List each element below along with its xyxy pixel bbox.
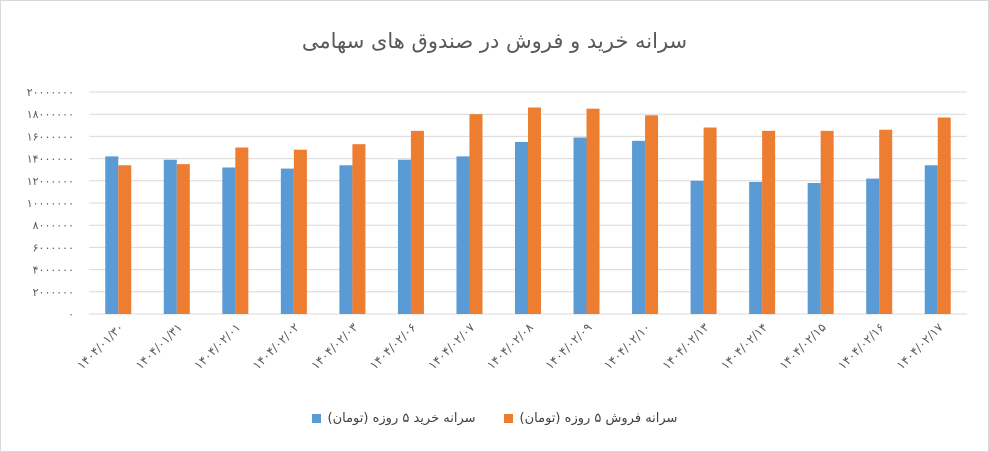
x-tick-label: ۱۴۰۴/۰۲/۱۴ — [718, 320, 770, 372]
x-tick-label: ۱۴۰۴/۰۲/۰۲ — [250, 320, 302, 372]
bar-sell — [410, 130, 424, 314]
bar-buy — [515, 141, 528, 314]
bar-buy — [924, 165, 938, 314]
legend-label-sell: سرانه فروش ۵ روزه (تومان) — [519, 411, 678, 426]
x-tick-label: ۱۴۰۴/۰۲/۰۱ — [191, 320, 243, 372]
y-tick-label: ۲۰۰۰۰۰۰ — [33, 286, 74, 299]
x-tick-label: ۱۴۰۴/۰۲/۰۸ — [484, 320, 536, 372]
legend-item-buy: سرانه خرید ۵ روزه (تومان) — [311, 411, 476, 426]
bar-sell — [937, 117, 951, 314]
bar-buy — [807, 183, 821, 314]
x-tick-label: ۱۴۰۴/۰۲/۱۵ — [777, 320, 829, 372]
bar-buy — [339, 165, 353, 314]
y-tick-label: ۱۲۰۰۰۰۰۰ — [27, 175, 74, 188]
x-tick-label: ۱۴۰۴/۰۲/۱۳ — [660, 320, 712, 372]
x-tick-label: ۱۴۰۴/۰۲/۰۷ — [426, 320, 478, 372]
bar-buy — [105, 156, 119, 314]
x-tick-label: ۱۴۰۴/۰۲/۰۶ — [367, 320, 419, 372]
bar-buy — [632, 140, 646, 314]
bar-sell — [118, 165, 132, 314]
bar-sell — [645, 115, 659, 314]
y-tick-label: ۱۶۰۰۰۰۰۰ — [27, 130, 74, 143]
bar-buy — [397, 159, 411, 314]
bar-sell — [235, 147, 249, 314]
bar-buy — [690, 180, 704, 314]
y-tick-label: ۸۰۰۰۰۰۰ — [33, 219, 74, 232]
legend-item-sell: سرانه فروش ۵ روزه (تومان) — [503, 411, 678, 426]
legend-label-buy: سرانه خرید ۵ روزه (تومان) — [327, 411, 476, 426]
bar-buy — [866, 178, 880, 314]
bar-buy — [163, 159, 177, 314]
legend-swatch-sell — [503, 414, 513, 423]
x-tick-label: ۱۴۰۴/۰۲/۱۰ — [601, 320, 653, 372]
y-tick-label: ۲۰۰۰۰۰۰۰ — [27, 86, 74, 99]
y-tick-label: ۴۰۰۰۰۰۰ — [33, 264, 74, 277]
bar-sell — [703, 127, 717, 315]
bar-sell — [762, 130, 776, 314]
bar-sell — [528, 107, 541, 314]
bar-sell — [293, 149, 307, 314]
y-tick-label: ۱۰۰۰۰۰۰۰ — [27, 197, 74, 210]
x-tick-label: ۱۴۰۴/۰۲/۰۳ — [308, 320, 360, 372]
bar-buy — [222, 167, 236, 314]
bar-buy — [749, 181, 763, 314]
chart-title: سرانه خرید و فروش در صندوق های سهامی — [301, 29, 688, 53]
bar-sell — [879, 129, 893, 314]
x-tick-label: ۱۴۰۴/۰۲/۰۹ — [543, 320, 595, 372]
bar-sell — [586, 108, 600, 315]
legend-swatch-buy — [311, 414, 321, 423]
x-tick-label: ۱۴۰۴/۰۲/۱۶ — [835, 320, 887, 372]
legend: سرانه خرید ۵ روزه (تومان) سرانه فروش ۵ ر… — [1, 411, 988, 426]
bar-buy — [280, 168, 294, 314]
x-tick-label: ۱۴۰۴/۰۱/۳۰ — [74, 320, 126, 372]
y-tick-label: ۶۰۰۰۰۰۰ — [33, 241, 74, 254]
bar-sell — [176, 164, 190, 314]
x-tick-label: ۱۴۰۴/۰۲/۱۷ — [894, 320, 946, 372]
bar-buy — [456, 156, 470, 314]
x-tick-label: ۱۴۰۴/۰۱/۳۱ — [133, 320, 185, 372]
bar-sell — [820, 130, 834, 314]
y-tick-label: ۰ — [68, 308, 74, 321]
y-tick-label: ۱۸۰۰۰۰۰۰ — [27, 108, 74, 121]
bar-sell — [469, 114, 483, 314]
bar-buy — [573, 137, 587, 314]
bar-sell — [352, 144, 366, 314]
y-tick-label: ۱۴۰۰۰۰۰۰ — [27, 153, 74, 166]
